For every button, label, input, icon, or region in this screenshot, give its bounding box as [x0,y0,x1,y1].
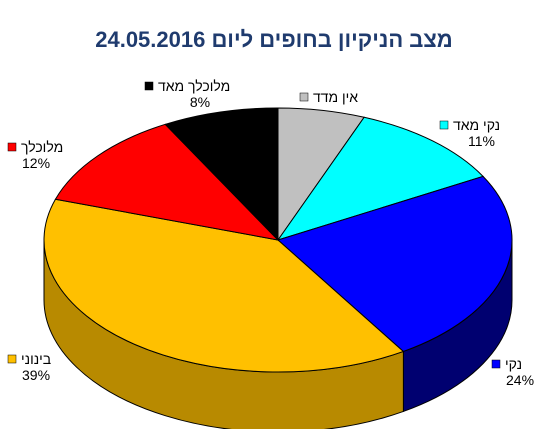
slice-נקי-name: נקי [505,356,522,372]
slice-נקי-percent: 24% [506,372,534,388]
slice-מלוכלך-name: מלוכלך [21,139,63,155]
slice-מלוכלך-מאד [164,107,279,242]
slice-מלוכלך [54,123,280,241]
slice-מלוכלך-מאד-percent: 8% [190,94,210,110]
slice-נקי-legend-swatch [491,359,501,369]
pie-slices [43,107,513,373]
slice-נקי [277,175,513,353]
chart-title: מצב הניקיון בחופים ליום 24.05.2016 [95,27,453,52]
slice-נקי-מאד-legend-swatch [439,120,449,130]
slice-נקי-מאד-percent: 11% [468,133,495,149]
slice-בינוני-percent: 39% [22,367,50,383]
slice-אין-מדד-legend-swatch [299,92,309,102]
slice-בינוני [43,198,405,373]
slice-בינוני-legend-swatch [7,354,17,364]
slice-מלוכלך-מאד-name: מלוכלך מאד [158,78,230,94]
slice-אין-מדד-label: אין מדד [299,89,358,105]
slice-נקי-מאד [276,116,484,241]
slice-מלוכלך-legend-swatch [7,142,17,152]
slice-בינוני-name: בינוני [21,351,51,367]
slice-אין-מדד-name: אין מדד [313,89,358,105]
slice-מלוכלך-מאד-legend-swatch [144,81,154,91]
slice-נקי-מאד-name: נקי מאד [453,117,500,133]
slice-מלוכלך-percent: 12% [22,155,50,171]
